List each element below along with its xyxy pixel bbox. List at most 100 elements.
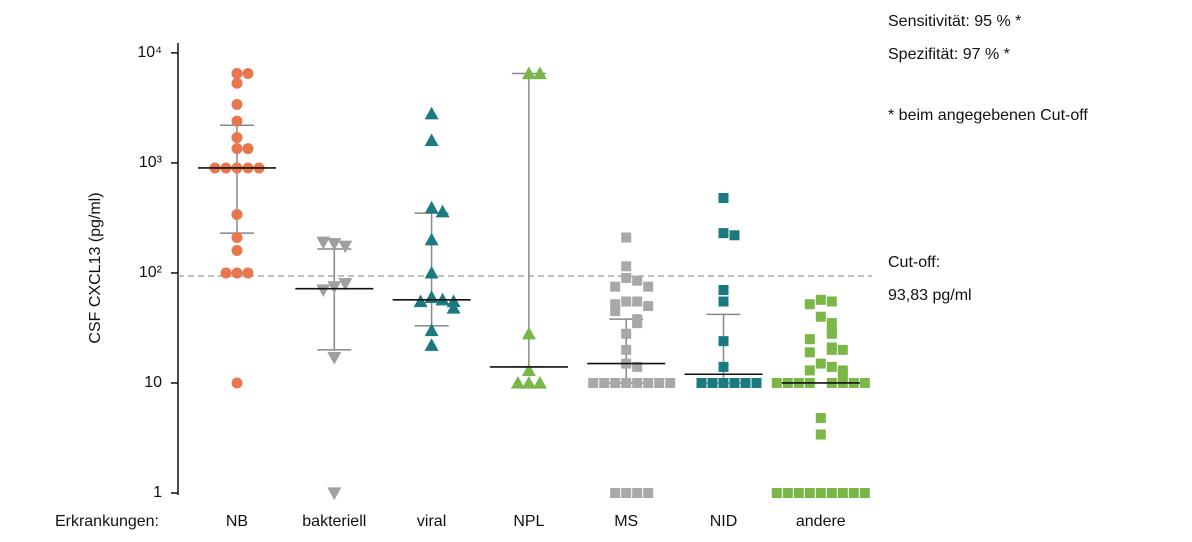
point: [327, 237, 342, 251]
y-tick-label: 10³: [139, 154, 163, 171]
point: [804, 347, 815, 358]
point: [826, 361, 837, 372]
point: [510, 375, 525, 389]
point: [231, 267, 243, 279]
point: [804, 299, 815, 310]
cutoff-label: Cut-off:: [888, 254, 940, 271]
point: [643, 377, 654, 388]
point: [327, 487, 342, 500]
point: [413, 294, 428, 308]
point: [632, 318, 643, 329]
point: [599, 377, 610, 388]
point: [610, 488, 621, 498]
point: [621, 344, 632, 355]
point: [231, 132, 243, 144]
point: [859, 488, 870, 498]
point: [654, 377, 665, 388]
point: [782, 488, 793, 498]
y-tick-label: 1: [153, 484, 162, 501]
point: [837, 369, 848, 380]
point: [242, 67, 254, 79]
y-tick-label: 10⁴: [137, 44, 162, 61]
point: [696, 377, 707, 388]
point: [815, 413, 826, 424]
cutoff-label: 93,83 pg/ml: [888, 287, 972, 304]
point: [327, 352, 342, 365]
point: [231, 377, 243, 389]
point: [621, 261, 632, 272]
point: [815, 488, 826, 498]
point: [316, 284, 331, 297]
point: [610, 299, 621, 310]
point: [848, 488, 859, 498]
point: [532, 375, 547, 389]
point: [242, 143, 254, 155]
point: [665, 377, 676, 388]
point: [837, 488, 848, 498]
point: [804, 365, 815, 376]
point: [424, 200, 439, 214]
x-tick-label: NID: [710, 513, 738, 530]
point: [231, 115, 243, 127]
point: [338, 278, 353, 291]
note: * beim angegebenen Cut-off: [888, 107, 1088, 124]
point: [446, 301, 461, 314]
point: [610, 281, 621, 292]
point: [729, 377, 740, 388]
point: [424, 133, 439, 147]
point: [621, 232, 632, 243]
x-tick-label: bakteriell: [302, 513, 366, 530]
point: [740, 377, 751, 388]
point: [632, 275, 643, 286]
point: [826, 296, 837, 307]
point: [231, 98, 243, 110]
point: [424, 290, 439, 303]
point: [521, 326, 536, 340]
point: [826, 328, 837, 339]
point: [338, 240, 353, 254]
point: [815, 294, 826, 305]
x-tick-label: NPL: [513, 513, 544, 530]
point: [815, 311, 826, 322]
point: [521, 363, 536, 377]
point: [231, 244, 243, 256]
point: [718, 336, 729, 347]
x-tick-label: viral: [417, 513, 446, 530]
point: [837, 344, 848, 355]
point: [643, 488, 654, 498]
point: [793, 488, 804, 498]
point: [424, 323, 439, 337]
point: [424, 265, 439, 279]
point: [220, 267, 232, 279]
point: [621, 272, 632, 283]
x-axis-label: Erkrankungen:: [55, 513, 159, 530]
point: [718, 228, 729, 239]
point: [718, 377, 729, 388]
point: [446, 294, 461, 308]
point: [751, 377, 762, 388]
point: [610, 306, 621, 317]
point: [327, 281, 342, 294]
point: [231, 231, 243, 243]
y-tick-label: 10: [144, 374, 162, 391]
point: [826, 344, 837, 355]
point: [424, 338, 439, 351]
point: [804, 488, 815, 498]
point: [632, 377, 643, 388]
point: [588, 377, 599, 388]
point: [621, 377, 632, 388]
point: [643, 281, 654, 292]
point: [826, 488, 837, 498]
point: [815, 358, 826, 369]
point: [231, 67, 243, 79]
point: [815, 429, 826, 440]
point: [242, 267, 254, 279]
note: Sensitivität: 95 % *: [888, 13, 1021, 30]
point: [621, 488, 632, 498]
point: [718, 296, 729, 307]
point: [718, 192, 729, 203]
point: [610, 377, 621, 388]
y-axis-label: CSF CXCL13 (pg/ml): [87, 192, 104, 343]
point: [804, 334, 815, 345]
